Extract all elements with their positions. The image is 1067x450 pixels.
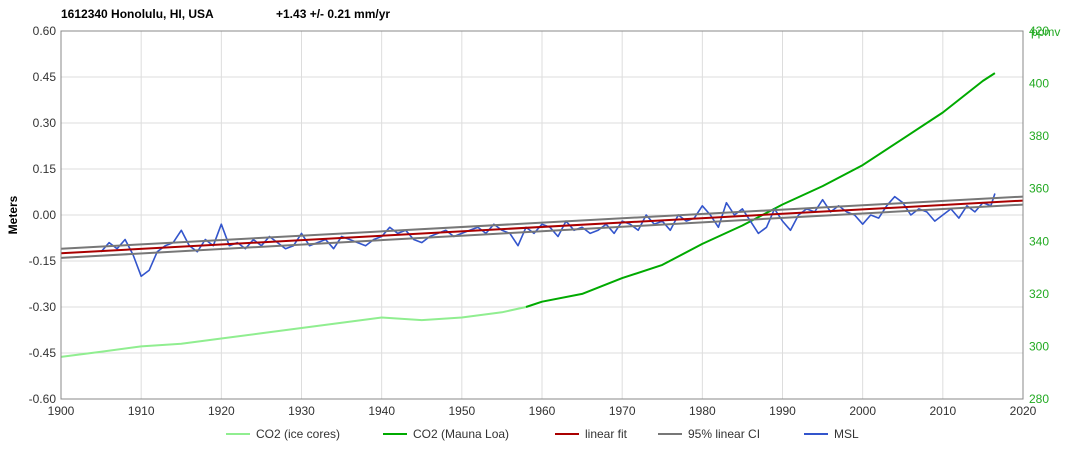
legend-label: MSL	[834, 427, 859, 441]
y-tick-label: 0.45	[33, 70, 57, 84]
y-axis-title: Meters	[6, 195, 20, 234]
y2-tick-label: 360	[1029, 182, 1049, 196]
legend-label: 95% linear CI	[688, 427, 760, 441]
left-axis-ticks: 0.60 0.45 0.30 0.15 0.00 -0.15 -0.30 -0.45 -0.60	[29, 24, 57, 406]
y-tick-label: -0.45	[29, 346, 57, 360]
x-tick-label: 2010	[929, 404, 956, 418]
series-line-95-linear-ci-lower	[60, 203, 1024, 259]
x-tick-label: 2020	[1010, 404, 1037, 418]
x-tick-label: 1930	[288, 404, 315, 418]
y2-tick-label: 380	[1029, 129, 1049, 143]
y2-tick-label: 420	[1029, 24, 1049, 38]
y-tick-label: 0.15	[33, 162, 57, 176]
y2-tick-label: 400	[1029, 77, 1049, 91]
data-lines	[60, 72, 1024, 358]
y2-tick-label: 300	[1029, 339, 1049, 353]
legend-label: linear fit	[585, 427, 628, 441]
series-line-linear-fit	[60, 199, 1024, 255]
legend: CO2 (ice cores) CO2 (Mauna Loa) linear fit…	[226, 427, 859, 441]
series-line-co2-ice-cores	[60, 306, 527, 358]
y-tick-label: -0.30	[29, 300, 57, 314]
x-tick-label: 1970	[609, 404, 636, 418]
legend-label: CO2 (ice cores)	[256, 427, 340, 441]
plot-frame	[60, 30, 1024, 400]
y2-tick-label: 280	[1029, 392, 1049, 406]
y2-axis-title: ppmv	[1031, 25, 1060, 39]
series-line-95-linear-ci	[60, 195, 1024, 250]
right-axis-ticks: 420 400 380 360 340 320 300 280	[1029, 24, 1049, 406]
x-tick-label: 1940	[368, 404, 395, 418]
x-tick-label: 1950	[448, 404, 475, 418]
x-tick-label: 1990	[769, 404, 796, 418]
y-tick-label: 0.30	[33, 116, 57, 130]
x-tick-label: 1910	[128, 404, 155, 418]
y-tick-label: -0.60	[29, 392, 57, 406]
chart-subtitle: +1.43 +/- 0.21 mm/yr	[276, 7, 390, 21]
y-tick-label: 0.60	[33, 24, 57, 38]
x-axis-ticks: 1900 1910 1920 1930 1940 1950 1960 1970 1980 1990…	[48, 404, 1037, 418]
y2-tick-label: 320	[1029, 287, 1049, 301]
x-tick-label: 1900	[48, 404, 75, 418]
y-tick-label: 0.00	[33, 208, 57, 222]
chart-title: 1612340 Honolulu, HI, USA	[61, 7, 214, 21]
x-tick-label: 1960	[529, 404, 556, 418]
y2-tick-label: 340	[1029, 234, 1049, 248]
x-tick-label: 2000	[849, 404, 876, 418]
x-tick-label: 1920	[208, 404, 235, 418]
x-tick-label: 1980	[689, 404, 716, 418]
y-tick-label: -0.15	[29, 254, 57, 268]
legend-label: CO2 (Mauna Loa)	[413, 427, 509, 441]
